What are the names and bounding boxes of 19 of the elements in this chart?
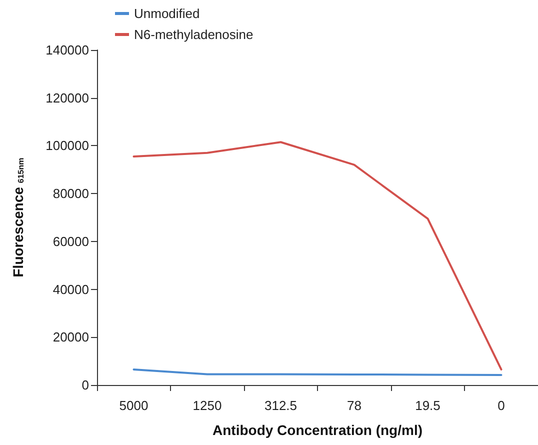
y-axis-title: Fluorescence 615nm — [10, 158, 26, 278]
x-tick-label: 312.5 — [264, 398, 298, 413]
y-tick-label: 80000 — [52, 186, 89, 202]
y-tick-label: 60000 — [52, 234, 89, 249]
legend-label: Unmodified — [134, 6, 200, 21]
y-tick-label: 140000 — [46, 42, 89, 58]
y-tick-label: 20000 — [52, 330, 89, 345]
x-tick-label: 5000 — [119, 398, 148, 413]
y-tick-label: 0 — [82, 378, 89, 392]
x-axis-title: Antibody Concentration (ng/ml) — [212, 422, 422, 438]
x-tick-label: 78 — [347, 398, 362, 413]
x-tick-label: 0 — [498, 398, 505, 413]
y-tick-label: 100000 — [46, 138, 89, 154]
line-series — [132, 141, 502, 370]
y-tick-label: 120000 — [46, 90, 89, 106]
x-tick-label: 19.5 — [415, 398, 440, 413]
y-tick-label: 40000 — [52, 282, 89, 297]
x-tick-label: 1250 — [192, 398, 222, 413]
legend-label: N6-methyladenosine — [134, 27, 254, 42]
